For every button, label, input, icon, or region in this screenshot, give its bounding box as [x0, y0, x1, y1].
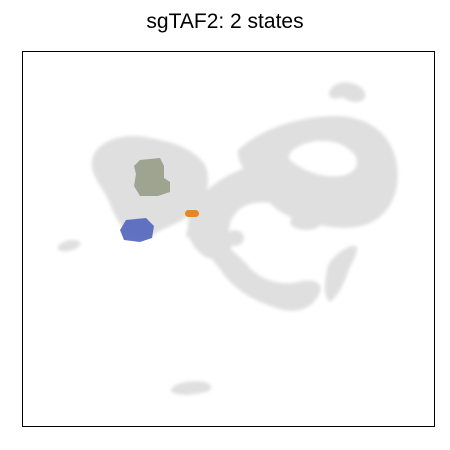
cluster-bump-3	[290, 214, 322, 230]
cluster-top-right-loop	[328, 82, 366, 102]
cluster-right-strand	[324, 245, 358, 302]
state-cluster-orange	[185, 210, 199, 217]
state-cluster-olive	[134, 158, 170, 196]
plot-frame	[22, 51, 435, 427]
cluster-left-strip	[57, 239, 81, 252]
highlight-cells	[120, 158, 199, 242]
cluster-lower-arm	[186, 227, 321, 311]
chart-title: sgTAF2: 2 states	[146, 10, 304, 33]
state-cluster-blue	[120, 218, 154, 242]
background-cells	[57, 82, 398, 395]
cluster-bump-2	[204, 188, 224, 208]
cluster-bump-1	[226, 230, 244, 246]
cluster-bottom	[170, 381, 212, 395]
cluster-right-ring	[237, 116, 398, 228]
